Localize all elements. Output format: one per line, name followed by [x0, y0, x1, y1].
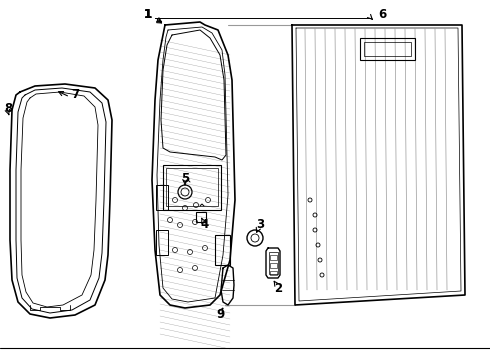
Text: 7: 7 [71, 89, 79, 102]
Text: 8: 8 [4, 102, 12, 114]
Bar [360, 38, 415, 60]
Bar [156, 185, 168, 210]
Bar [270, 263, 277, 268]
Bar [270, 255, 277, 260]
Text: 5: 5 [181, 171, 189, 184]
Text: 1: 1 [144, 9, 152, 22]
Bar [364, 42, 411, 56]
Bar [196, 212, 206, 222]
Bar [156, 230, 168, 255]
Bar [215, 235, 230, 265]
Text: 6: 6 [378, 8, 386, 21]
Bar [269, 252, 278, 274]
Text: 1: 1 [144, 9, 162, 23]
Text: 4: 4 [201, 219, 209, 231]
Text: 2: 2 [274, 282, 282, 294]
Text: 3: 3 [256, 219, 264, 231]
Bar [270, 271, 277, 275]
Bar [166, 168, 218, 206]
Text: 9: 9 [216, 309, 224, 321]
Bar [163, 165, 221, 210]
Text: 1: 1 [144, 8, 152, 21]
